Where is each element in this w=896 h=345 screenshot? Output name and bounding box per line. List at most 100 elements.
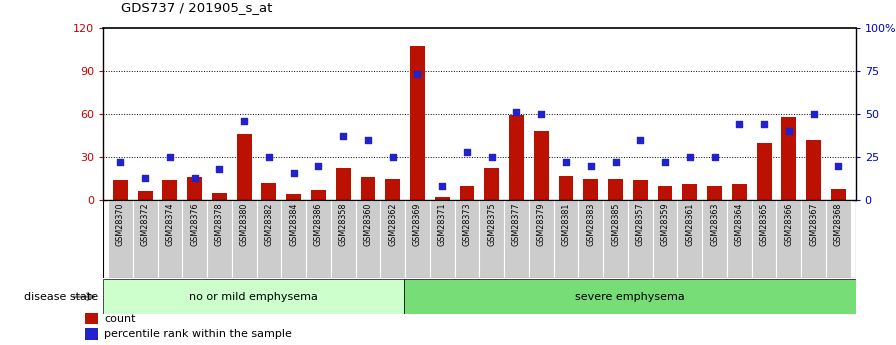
- Text: GSM28358: GSM28358: [339, 203, 348, 246]
- Bar: [806, 140, 821, 200]
- FancyBboxPatch shape: [306, 200, 331, 278]
- FancyBboxPatch shape: [652, 200, 677, 278]
- Text: GSM28372: GSM28372: [141, 203, 150, 246]
- FancyBboxPatch shape: [454, 200, 479, 278]
- Point: [509, 109, 523, 115]
- Text: GSM28369: GSM28369: [413, 203, 422, 246]
- FancyBboxPatch shape: [158, 200, 182, 278]
- FancyBboxPatch shape: [430, 200, 454, 278]
- Point: [311, 163, 325, 168]
- Point: [336, 134, 350, 139]
- Point: [138, 175, 152, 180]
- Point: [583, 163, 598, 168]
- FancyBboxPatch shape: [504, 200, 529, 278]
- Point: [781, 128, 796, 134]
- Text: GSM28382: GSM28382: [264, 203, 273, 246]
- Bar: [460, 186, 474, 200]
- Text: GSM28385: GSM28385: [611, 203, 620, 246]
- Bar: [103, 279, 404, 314]
- Bar: [336, 168, 350, 200]
- Bar: [85, 313, 98, 324]
- Bar: [658, 186, 673, 200]
- Point: [163, 154, 177, 160]
- Text: GSM28376: GSM28376: [190, 203, 199, 246]
- Text: GDS737 / 201905_s_at: GDS737 / 201905_s_at: [121, 1, 272, 14]
- Point: [113, 159, 127, 165]
- FancyBboxPatch shape: [182, 200, 207, 278]
- FancyBboxPatch shape: [727, 200, 752, 278]
- Text: GSM28370: GSM28370: [116, 203, 125, 246]
- FancyBboxPatch shape: [826, 200, 850, 278]
- FancyBboxPatch shape: [628, 200, 652, 278]
- FancyBboxPatch shape: [479, 200, 504, 278]
- Text: GSM28378: GSM28378: [215, 203, 224, 246]
- Text: percentile rank within the sample: percentile rank within the sample: [104, 329, 292, 339]
- Point: [757, 121, 771, 127]
- Bar: [212, 193, 227, 200]
- Point: [212, 166, 227, 172]
- Text: GSM28386: GSM28386: [314, 203, 323, 246]
- Bar: [509, 115, 524, 200]
- Text: GSM28366: GSM28366: [784, 203, 793, 246]
- Bar: [311, 190, 326, 200]
- Bar: [756, 142, 771, 200]
- Text: GSM28384: GSM28384: [289, 203, 298, 246]
- Bar: [583, 179, 599, 200]
- FancyBboxPatch shape: [702, 200, 727, 278]
- Text: GSM28359: GSM28359: [660, 203, 669, 246]
- Text: GSM28374: GSM28374: [166, 203, 175, 246]
- FancyBboxPatch shape: [529, 200, 554, 278]
- Text: GSM28357: GSM28357: [636, 203, 645, 246]
- Bar: [633, 180, 648, 200]
- Bar: [262, 183, 276, 200]
- Bar: [385, 179, 401, 200]
- FancyBboxPatch shape: [801, 200, 826, 278]
- Text: count: count: [104, 314, 135, 324]
- Point: [708, 154, 722, 160]
- Bar: [286, 194, 301, 200]
- Bar: [138, 191, 152, 200]
- Bar: [732, 184, 746, 200]
- Bar: [608, 179, 623, 200]
- Point: [187, 175, 202, 180]
- Point: [237, 118, 251, 124]
- Text: GSM28364: GSM28364: [735, 203, 744, 246]
- Bar: [162, 180, 177, 200]
- Point: [485, 154, 499, 160]
- Bar: [404, 279, 856, 314]
- FancyBboxPatch shape: [133, 200, 158, 278]
- FancyBboxPatch shape: [207, 200, 232, 278]
- Point: [534, 111, 548, 117]
- FancyBboxPatch shape: [579, 200, 603, 278]
- Text: GSM28368: GSM28368: [834, 203, 843, 246]
- Text: GSM28363: GSM28363: [710, 203, 719, 246]
- FancyBboxPatch shape: [677, 200, 702, 278]
- Text: GSM28360: GSM28360: [364, 203, 373, 246]
- Text: GSM28375: GSM28375: [487, 203, 496, 246]
- Text: no or mild emphysema: no or mild emphysema: [189, 292, 318, 302]
- FancyBboxPatch shape: [752, 200, 777, 278]
- Point: [410, 71, 425, 77]
- Point: [732, 121, 746, 127]
- Point: [287, 170, 301, 175]
- Point: [559, 159, 573, 165]
- FancyBboxPatch shape: [554, 200, 579, 278]
- Point: [831, 163, 846, 168]
- Text: GSM28367: GSM28367: [809, 203, 818, 246]
- FancyBboxPatch shape: [380, 200, 405, 278]
- FancyBboxPatch shape: [232, 200, 256, 278]
- Point: [683, 154, 697, 160]
- Bar: [683, 184, 697, 200]
- FancyBboxPatch shape: [405, 200, 430, 278]
- Bar: [558, 176, 573, 200]
- Text: GSM28371: GSM28371: [438, 203, 447, 246]
- Bar: [85, 328, 98, 340]
- FancyBboxPatch shape: [281, 200, 306, 278]
- Point: [806, 111, 821, 117]
- FancyBboxPatch shape: [777, 200, 801, 278]
- FancyBboxPatch shape: [108, 200, 133, 278]
- Bar: [113, 180, 128, 200]
- Bar: [410, 46, 425, 200]
- Point: [385, 154, 400, 160]
- Text: GSM28383: GSM28383: [586, 203, 595, 246]
